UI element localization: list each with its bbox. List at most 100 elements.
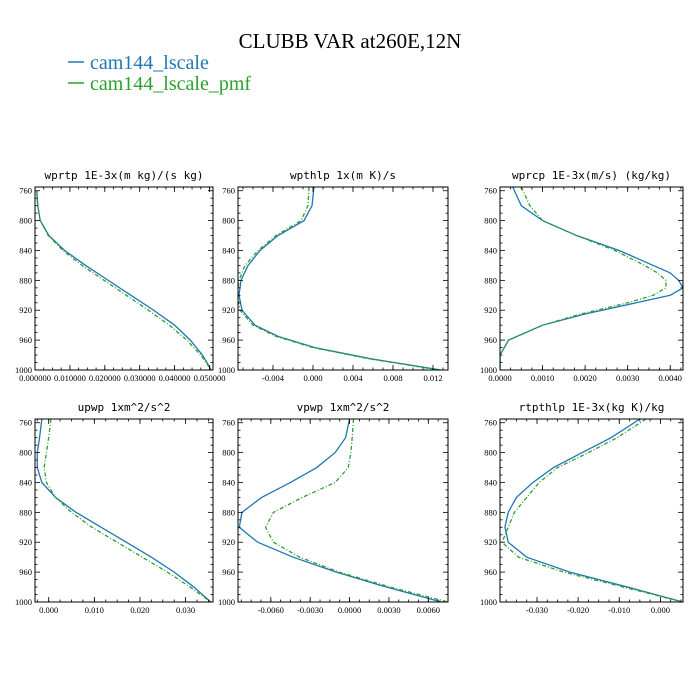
- x-tick-label: 0.0040: [659, 373, 682, 383]
- panels: wprtp 1E-3x(m kg)/(s kg) 760 800 840 880 920 9…: [15, 169, 684, 615]
- y-tick-label: 760: [19, 186, 32, 196]
- legend: cam144_lscale cam144_lscale_pmf: [68, 52, 251, 95]
- y-tick-label: 800: [19, 216, 32, 226]
- panel-title: vpwp 1xm^2/s^2: [297, 401, 390, 414]
- panel-5: vpwp 1xm^2/s^2 760 800 840 880 920 960 1000 -0.0…: [218, 401, 449, 615]
- x-tick-label: 0.0010: [531, 373, 554, 383]
- series-line-cam144_lscale: [238, 187, 442, 370]
- y-tick-label: 880: [484, 507, 497, 517]
- y-tick-label: 880: [19, 507, 32, 517]
- y-tick-label: 800: [222, 216, 235, 226]
- y-tick-label: 960: [484, 567, 497, 577]
- x-tick-label: 0.020: [130, 605, 149, 615]
- y-tick-label: 920: [484, 305, 497, 315]
- x-tick-label: 0.0030: [377, 605, 400, 615]
- panel-title: wprcp 1E-3x(m/s) (kg/kg): [512, 169, 671, 182]
- y-tick-label: 920: [19, 305, 32, 315]
- x-tick-label: 0.000: [39, 605, 58, 615]
- x-tick-label: -0.004: [262, 373, 285, 383]
- y-tick-label: 1000: [480, 597, 497, 607]
- y-tick-label: 760: [484, 418, 497, 428]
- x-tick-label: 0.0060: [417, 605, 440, 615]
- y-tick-label: 1000: [218, 365, 235, 375]
- y-tick-label: 840: [222, 245, 235, 255]
- plot-frame: [237, 186, 449, 371]
- y-tick-label: 960: [19, 335, 32, 345]
- y-tick-label: 880: [222, 507, 235, 517]
- series-line-cam144_lscale: [36, 190, 212, 370]
- x-tick-label: 0.010: [85, 605, 104, 615]
- series-line-cam144_lscale: [500, 187, 683, 370]
- y-tick-label: 960: [484, 335, 497, 345]
- x-tick-label: -0.010: [608, 605, 630, 615]
- y-tick-label: 800: [484, 216, 497, 226]
- series-line-cam144_lscale_pmf: [238, 187, 440, 370]
- panel-6: rtpthlp 1E-3x(kg K)/kg 760 800 840 880 920 960…: [480, 401, 684, 615]
- y-tick-label: 880: [484, 275, 497, 285]
- series-line-cam144_lscale_pmf: [500, 187, 667, 370]
- x-tick-label: -0.0030: [297, 605, 323, 615]
- panel-1: wprtp 1E-3x(m kg)/(s kg) 760 800 840 880 920 9…: [15, 169, 225, 383]
- panel-title: wpthlp 1x(m K)/s: [290, 169, 396, 182]
- y-tick-label: 840: [484, 477, 497, 487]
- x-tick-label: 0.004: [343, 373, 363, 383]
- plot-frame: [499, 186, 684, 371]
- y-tick-label: 840: [222, 477, 235, 487]
- x-tick-label: 0.000: [651, 605, 670, 615]
- y-tick-label: 1000: [480, 365, 497, 375]
- panel-3: wprcp 1E-3x(m/s) (kg/kg) 760 800 840 880 920 9…: [480, 169, 684, 383]
- x-tick-label: -0.020: [567, 605, 589, 615]
- y-tick-label: 880: [222, 275, 235, 285]
- plot-frame: [34, 186, 214, 371]
- series-line-cam144_lscale_pmf: [501, 419, 683, 602]
- y-tick-label: 920: [222, 537, 235, 547]
- plot-frame: [34, 418, 214, 603]
- figure-title: CLUBB VAR at260E,12N: [239, 29, 462, 53]
- y-tick-label: 960: [222, 567, 235, 577]
- x-tick-label: 0.050000: [194, 373, 226, 383]
- x-tick-label: 0.0000: [488, 373, 511, 383]
- y-tick-label: 1000: [15, 365, 32, 375]
- y-tick-label: 800: [19, 448, 32, 458]
- panel-4: upwp 1xm^2/s^2 760 800 840 880 920 960 1000 0.00…: [15, 401, 214, 615]
- panel-title: upwp 1xm^2/s^2: [78, 401, 171, 414]
- x-tick-label: 0.000: [303, 373, 322, 383]
- series-line-cam144_lscale_pmf: [43, 419, 212, 602]
- x-tick-label: -0.030: [526, 605, 548, 615]
- x-tick-label: 0.0020: [573, 373, 596, 383]
- y-tick-label: 1000: [218, 597, 235, 607]
- plot-frame: [499, 418, 684, 603]
- legend-label-cam144-lscale: cam144_lscale: [90, 52, 209, 74]
- y-tick-label: 840: [19, 477, 32, 487]
- y-tick-label: 760: [222, 186, 235, 196]
- panel-title: rtpthlp 1E-3x(kg K)/kg: [519, 401, 665, 414]
- y-tick-label: 760: [19, 418, 32, 428]
- series-line-cam144_lscale: [36, 419, 212, 602]
- y-tick-label: 1000: [15, 597, 32, 607]
- x-tick-label: 0.0030: [616, 373, 639, 383]
- panel-title: wprtp 1E-3x(m kg)/(s kg): [45, 169, 204, 182]
- x-tick-label: 0.000000: [19, 373, 51, 383]
- x-tick-label: 0.008: [383, 373, 402, 383]
- x-tick-label: 0.030: [176, 605, 195, 615]
- y-tick-label: 960: [19, 567, 32, 577]
- y-tick-label: 840: [19, 245, 32, 255]
- y-tick-label: 800: [222, 448, 235, 458]
- series-line-cam144_lscale_pmf: [264, 419, 448, 602]
- y-tick-label: 840: [484, 245, 497, 255]
- series-line-cam144_lscale_pmf: [36, 190, 212, 370]
- panel-2: wpthlp 1x(m K)/s 760 800 840 880 920 960 1000 -0…: [218, 169, 449, 383]
- y-tick-label: 880: [19, 275, 32, 285]
- plot-frame: [237, 418, 449, 603]
- y-tick-label: 760: [222, 418, 235, 428]
- y-tick-label: 960: [222, 335, 235, 345]
- y-tick-label: 920: [484, 537, 497, 547]
- y-tick-label: 760: [484, 186, 497, 196]
- y-tick-label: 920: [19, 537, 32, 547]
- x-tick-label: 0.0000: [338, 605, 361, 615]
- x-tick-label: 0.040000: [159, 373, 191, 383]
- x-tick-label: 0.030000: [124, 373, 156, 383]
- x-tick-label: 0.012: [423, 373, 442, 383]
- y-tick-label: 800: [484, 448, 497, 458]
